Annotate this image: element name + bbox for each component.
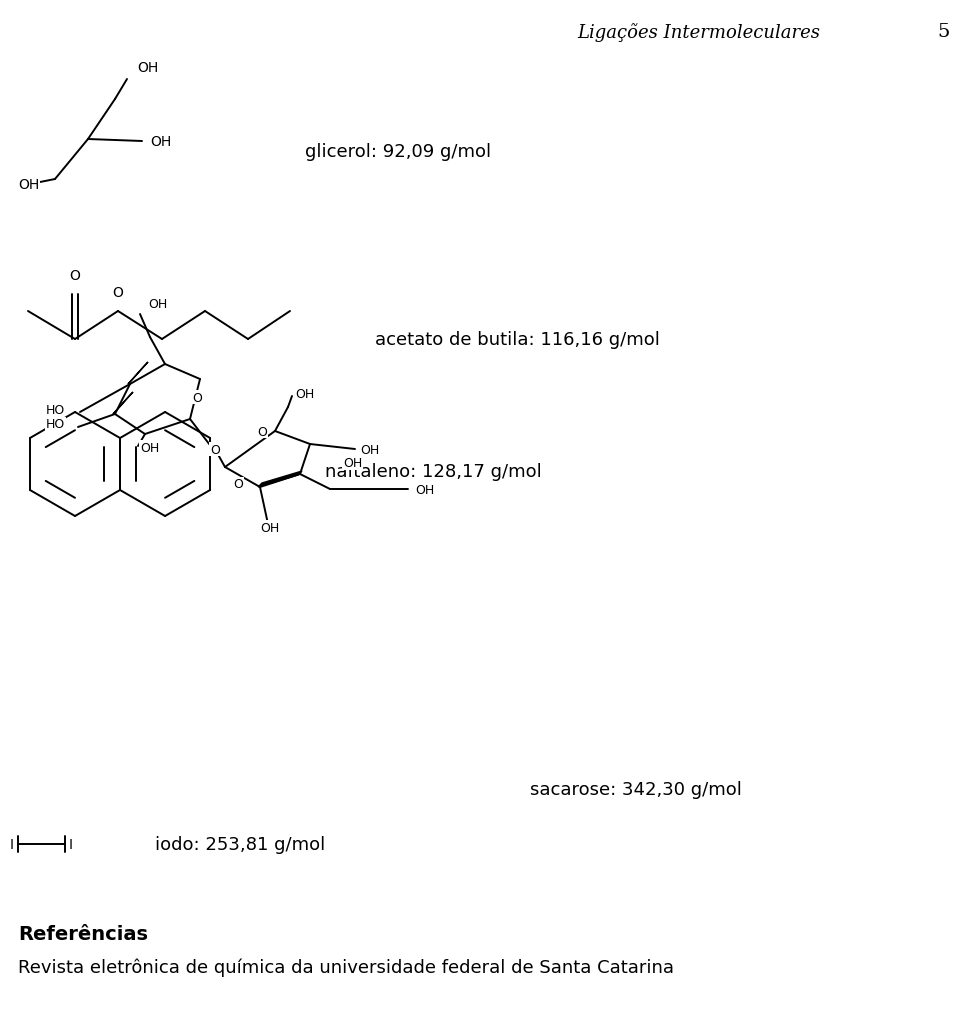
Text: O: O bbox=[69, 269, 81, 282]
Text: naftaleno: 128,17 g/mol: naftaleno: 128,17 g/mol bbox=[325, 463, 541, 481]
Text: O: O bbox=[233, 478, 243, 491]
Text: O: O bbox=[112, 285, 124, 300]
Text: HO: HO bbox=[46, 418, 65, 431]
Text: OH: OH bbox=[360, 443, 379, 457]
Polygon shape bbox=[113, 392, 133, 415]
Text: Ligações Intermoleculares: Ligações Intermoleculares bbox=[577, 23, 820, 42]
Text: I: I bbox=[69, 838, 73, 851]
Text: 5: 5 bbox=[938, 23, 950, 41]
Text: acetato de butila: 116,16 g/mol: acetato de butila: 116,16 g/mol bbox=[375, 331, 660, 348]
Text: Referências: Referências bbox=[18, 924, 148, 944]
Text: OH: OH bbox=[343, 457, 362, 470]
Polygon shape bbox=[128, 363, 148, 384]
Text: iodo: 253,81 g/mol: iodo: 253,81 g/mol bbox=[155, 836, 325, 853]
Text: OH: OH bbox=[260, 522, 279, 535]
Text: OH: OH bbox=[137, 61, 158, 75]
Text: OH: OH bbox=[18, 178, 39, 192]
Polygon shape bbox=[258, 472, 302, 487]
Text: OH: OH bbox=[295, 388, 314, 401]
Text: OH: OH bbox=[150, 135, 171, 149]
Text: I: I bbox=[10, 838, 14, 851]
Text: glicerol: 92,09 g/mol: glicerol: 92,09 g/mol bbox=[305, 143, 492, 161]
Text: Revista eletrônica de química da universidade federal de Santa Catarina: Revista eletrônica de química da univers… bbox=[18, 958, 674, 976]
Text: sacarose: 342,30 g/mol: sacarose: 342,30 g/mol bbox=[530, 781, 742, 798]
Text: O: O bbox=[192, 391, 202, 405]
Text: OH: OH bbox=[140, 441, 159, 454]
Text: HO: HO bbox=[46, 404, 65, 416]
Text: OH: OH bbox=[148, 299, 167, 311]
Text: O: O bbox=[210, 443, 220, 457]
Text: O: O bbox=[257, 425, 267, 438]
Text: OH: OH bbox=[415, 483, 434, 496]
